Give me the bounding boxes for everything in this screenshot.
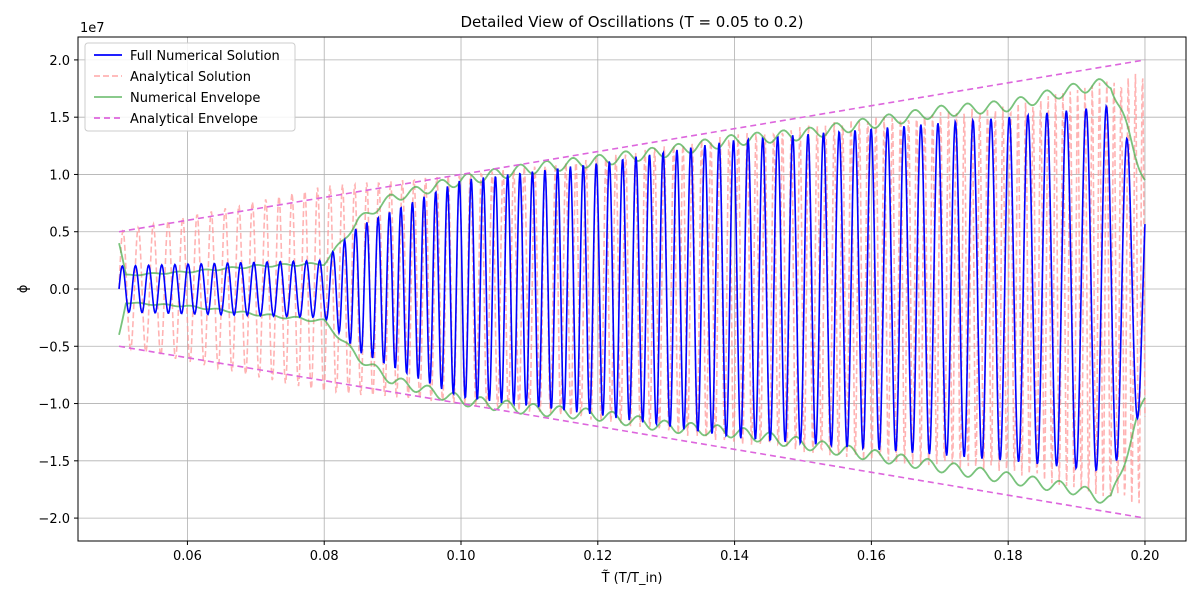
y-tick-label: 1.0 xyxy=(49,168,70,183)
x-tick-label: 0.08 xyxy=(310,549,339,564)
series-full-numerical-solution xyxy=(118,103,1146,472)
legend-label-analytical-solution: Analytical Solution xyxy=(130,70,251,85)
series-analytical-envelope-upper xyxy=(118,59,1146,233)
legend: Full Numerical Solution Analytical Solut… xyxy=(84,42,296,132)
x-tick-label: 0.12 xyxy=(583,549,612,564)
y-scale-factor: 1e7 xyxy=(80,21,105,36)
y-tick-label: −0.5 xyxy=(38,340,70,355)
x-tick-label: 0.20 xyxy=(1130,549,1159,564)
series-numerical-envelope-upper xyxy=(118,78,1146,277)
legend-label-numerical-envelope: Numerical Envelope xyxy=(130,91,260,106)
plot-data xyxy=(118,59,1146,519)
chart-title: Detailed View of Oscillations (T = 0.05 … xyxy=(461,13,804,31)
x-tick-label: 0.10 xyxy=(447,549,476,564)
x-tick-label: 0.06 xyxy=(173,549,202,564)
legend-box xyxy=(84,42,296,132)
y-tick-label: 0.0 xyxy=(49,283,70,298)
y-tick-label: 0.5 xyxy=(49,226,70,241)
series-analytical-solution xyxy=(118,73,1146,504)
y-tick-label: 1.5 xyxy=(49,111,70,126)
x-tick-label: 0.16 xyxy=(857,549,886,564)
y-tick-label: −2.0 xyxy=(38,512,70,527)
ticks: 0.06 0.08 0.10 0.12 0.14 0.16 0.18 0.20 −2.0 −1.5… xyxy=(38,54,1159,564)
y-tick-label: 2.0 xyxy=(49,54,70,69)
x-tick-label: 0.14 xyxy=(720,549,749,564)
legend-label-full-numerical: Full Numerical Solution xyxy=(130,49,280,64)
y-tick-label: −1.0 xyxy=(38,398,70,413)
x-axis-label: T̃ (T/T_in) xyxy=(601,571,663,586)
y-axis-label: ϕ xyxy=(16,285,31,294)
x-tick-label: 0.18 xyxy=(994,549,1023,564)
series-analytical-envelope-lower xyxy=(118,345,1146,519)
y-tick-label: −1.5 xyxy=(38,455,70,470)
legend-label-analytical-envelope: Analytical Envelope xyxy=(130,112,258,127)
series-numerical-envelope-lower xyxy=(118,301,1146,504)
